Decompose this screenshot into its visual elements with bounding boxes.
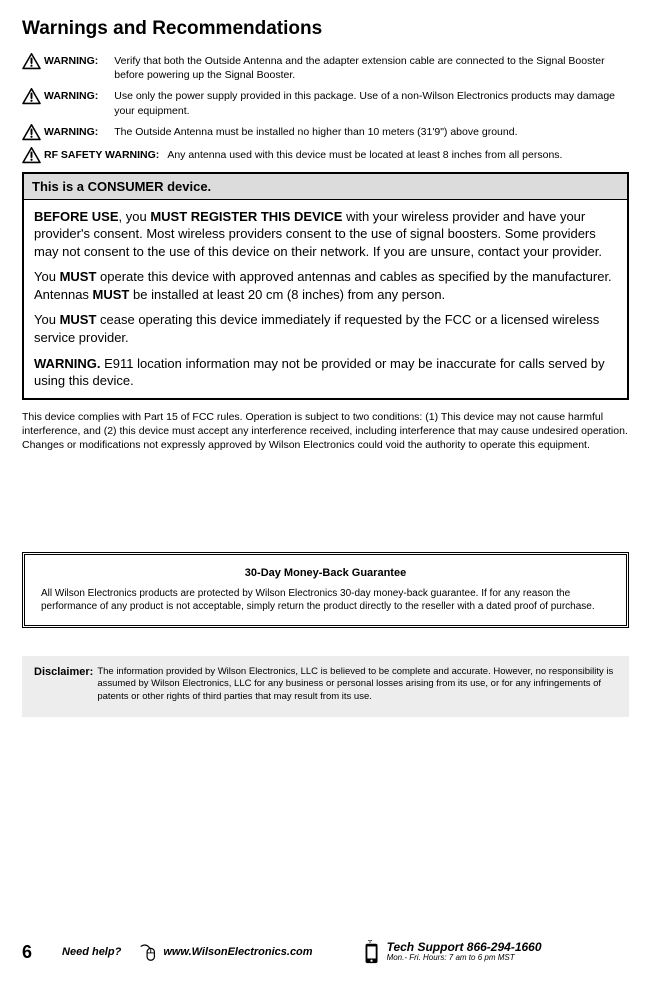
consumer-body: BEFORE USE, you MUST REGISTER THIS DEVIC…: [24, 200, 627, 398]
consumer-device-box: This is a CONSUMER device. BEFORE USE, y…: [22, 172, 629, 400]
mouse-icon: [137, 941, 159, 963]
disclaimer-text: The information provided by Wilson Elect…: [97, 666, 617, 703]
warning-text: Use only the power supply provided in th…: [114, 89, 629, 117]
disclaimer-box: Disclaimer: The information provided by …: [22, 656, 629, 717]
guarantee-text: All Wilson Electronics products are prot…: [41, 587, 610, 613]
consumer-paragraph: WARNING. E911 location information may n…: [34, 355, 617, 390]
guarantee-box: 30-Day Money-Back Guarantee All Wilson E…: [22, 552, 629, 628]
need-help-label: Need help?: [62, 946, 121, 958]
footer: 6 Need help? www.WilsonElectronics.com T…: [22, 940, 629, 964]
warning-item: RF SAFETY WARNING: Any antenna used with…: [22, 148, 629, 164]
warning-label: RF SAFETY WARNING:: [44, 148, 159, 162]
warning-text: Verify that both the Outside Antenna and…: [114, 54, 629, 82]
warning-label: WARNING:: [44, 125, 98, 139]
warning-icon: [22, 124, 41, 141]
warning-text: Any antenna used with this device must b…: [167, 148, 629, 162]
warning-item: WARNING: The Outside Antenna must be ins…: [22, 125, 629, 141]
page-title: Warnings and Recommendations: [22, 18, 629, 40]
warning-item: WARNING: Verify that both the Outside An…: [22, 54, 629, 82]
disclaimer-label: Disclaimer:: [34, 666, 93, 678]
consumer-paragraph: BEFORE USE, you MUST REGISTER THIS DEVIC…: [34, 208, 617, 261]
consumer-paragraph: You MUST operate this device with approv…: [34, 268, 617, 303]
consumer-header: This is a CONSUMER device.: [24, 174, 627, 200]
website-link: www.WilsonElectronics.com: [163, 946, 312, 958]
warning-icon: [22, 53, 41, 70]
guarantee-title: 30-Day Money-Back Guarantee: [41, 567, 610, 579]
phone-icon: [363, 940, 381, 964]
warning-text: The Outside Antenna must be installed no…: [114, 125, 629, 139]
tech-support-info: Tech Support 866-294-1660 Mon.- Fri. Hou…: [387, 941, 542, 963]
warning-item: WARNING: Use only the power supply provi…: [22, 89, 629, 117]
fcc-compliance-text: This device complies with Part 15 of FCC…: [22, 410, 629, 453]
tech-support-hours: Mon.- Fri. Hours: 7 am to 6 pm MST: [387, 954, 542, 963]
consumer-paragraph: You MUST cease operating this device imm…: [34, 311, 617, 346]
warning-icon: [22, 147, 41, 164]
page-number: 6: [22, 942, 32, 963]
warning-label: WARNING:: [44, 54, 98, 68]
warning-label: WARNING:: [44, 89, 98, 103]
warning-icon: [22, 88, 41, 105]
